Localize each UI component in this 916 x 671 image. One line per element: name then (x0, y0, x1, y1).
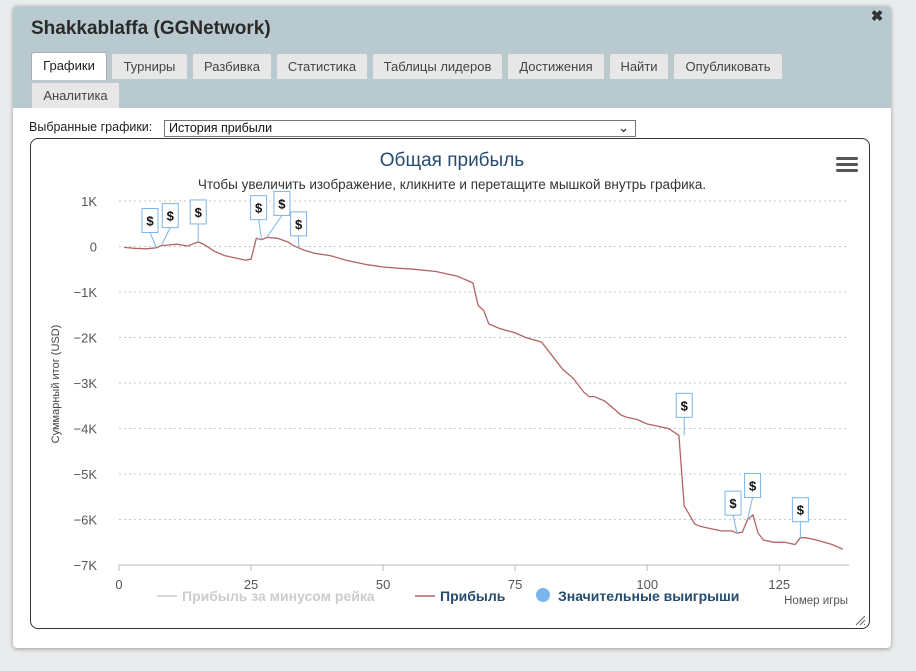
y-tick-label: −2K (74, 331, 98, 346)
chart-title: Общая прибыль (380, 150, 525, 171)
dollar-icon: $ (146, 214, 154, 229)
big-win-flag[interactable]: $ (744, 473, 762, 520)
tab-graphs[interactable]: Графики (31, 52, 107, 80)
big-win-flag[interactable]: $ (141, 208, 159, 247)
legend-circle-icon (536, 588, 550, 602)
dollar-icon: $ (797, 503, 805, 518)
y-tick-label: −6K (74, 513, 98, 528)
tab-analytics[interactable]: Аналитика (31, 82, 120, 108)
big-win-flag[interactable]: $ (160, 203, 179, 246)
legend-item-net-profit[interactable]: Прибыль за минусом рейка (157, 588, 375, 604)
legend-label: Значительные выигрыши (558, 588, 739, 604)
dollar-icon: $ (195, 205, 203, 220)
chevron-down-icon: ⌄ (618, 120, 629, 135)
graph-select-value: История прибыли (169, 121, 273, 135)
flag-box (250, 195, 268, 221)
flag-box (744, 473, 762, 498)
hamburger-menu-icon[interactable] (836, 157, 858, 172)
flag-box (161, 203, 179, 229)
big-win-flag[interactable]: $ (189, 199, 207, 242)
flag-box (273, 190, 291, 216)
flag-box (791, 497, 809, 523)
big-win-flag[interactable]: $ (724, 490, 742, 534)
chart-subtitle: Чтобы увеличить изображение, кликните и … (198, 177, 706, 192)
profit-chart[interactable]: Общая прибыль Чтобы увеличить изображени… (31, 139, 869, 628)
flag-stem (732, 515, 738, 534)
graph-select-label: Выбранные графики: (29, 120, 153, 134)
y-tick-label: 0 (90, 240, 97, 255)
y-tick-label: −4K (74, 422, 98, 437)
flag-stem (160, 227, 171, 246)
big-win-flag[interactable]: $ (290, 211, 308, 248)
y-tick-label: −3K (74, 376, 98, 391)
dollar-icon: $ (749, 479, 757, 494)
dollar-icon: $ (295, 217, 303, 232)
tab-tournaments[interactable]: Турниры (111, 53, 188, 79)
close-icon[interactable]: ✖ (870, 8, 884, 25)
chart-container[interactable]: Общая прибыль Чтобы увеличить изображени… (30, 138, 870, 629)
resize-handle-icon[interactable] (854, 614, 866, 626)
flag-stem (266, 215, 283, 238)
profit-series-line (124, 236, 843, 550)
y-tick-label: −5K (74, 467, 98, 482)
flag-stem (149, 232, 157, 247)
legend-item-big-wins[interactable]: Значительные выигрыши (536, 588, 739, 604)
dollar-icon: $ (167, 209, 175, 224)
flag-box (724, 490, 742, 516)
legend-label: Прибыль за минусом рейка (182, 588, 375, 604)
graph-select[interactable]: История прибыли ⌄ (164, 120, 636, 137)
x-tick-label: 100 (636, 577, 658, 592)
tab-publish[interactable]: Опубликовать (673, 53, 783, 79)
tab-leaderboards[interactable]: Таблицы лидеров (372, 53, 503, 79)
legend-label: Прибыль (440, 588, 506, 604)
x-tick-label: 25 (244, 577, 258, 592)
flag-box (189, 199, 207, 225)
legend-item-profit[interactable]: Прибыль (415, 588, 506, 604)
dollar-icon: $ (278, 196, 286, 211)
flag-stem (747, 497, 754, 520)
x-tick-label: 75 (508, 577, 522, 592)
flag-box (675, 392, 693, 418)
tab-achievements[interactable]: Достижения (507, 53, 605, 79)
y-tick-label: 1K (81, 194, 97, 209)
big-win-flag[interactable]: $ (675, 392, 693, 436)
flag-box (141, 208, 159, 233)
tab-search[interactable]: Найти (609, 53, 669, 79)
big-win-flag[interactable]: $ (250, 195, 268, 240)
dollar-icon: $ (729, 496, 737, 511)
flag-box (290, 211, 308, 237)
flag-stem (258, 219, 263, 240)
tab-statistics[interactable]: Статистика (276, 53, 368, 79)
dollar-icon: $ (681, 398, 689, 413)
tab-breakdown[interactable]: Разбивка (192, 53, 272, 79)
y-tick-label: −1K (74, 285, 98, 300)
x-axis-label: Номер игры (784, 595, 848, 607)
profit-graph-window: Shakkablaffa (GGNetwork) ✖ Графики Турни… (13, 6, 891, 648)
y-axis-label: Суммарный итог (USD) (50, 325, 62, 444)
x-tick-label: 0 (115, 577, 122, 592)
y-tick-label: −7K (74, 558, 98, 573)
dollar-icon: $ (255, 201, 263, 216)
x-tick-label: 125 (768, 577, 790, 592)
window-titlebar: Shakkablaffa (GGNetwork) ✖ Графики Турни… (13, 6, 891, 108)
big-win-flag[interactable]: $ (266, 190, 291, 238)
window-title: Shakkablaffa (GGNetwork) (31, 18, 271, 39)
x-tick-label: 50 (376, 577, 390, 592)
big-win-flag[interactable]: $ (791, 497, 809, 538)
